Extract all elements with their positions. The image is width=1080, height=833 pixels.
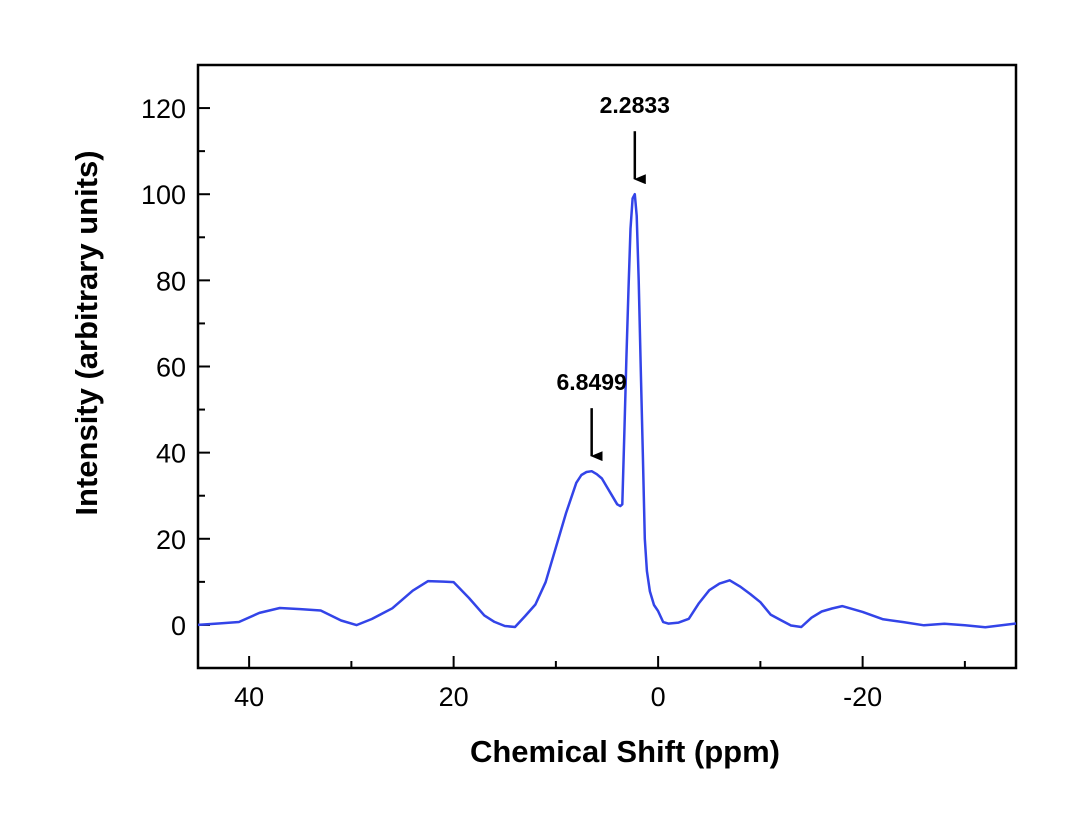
y-tick-label: 60	[156, 353, 186, 383]
x-axis-tick-labels: 40 20 0 -20	[234, 682, 882, 712]
y-tick-label: 100	[141, 180, 186, 210]
x-axis-title: Chemical Shift (ppm)	[470, 734, 780, 769]
y-tick-label: 80	[156, 266, 186, 296]
y-tick-label: 20	[156, 525, 186, 555]
annotation-label: 6.8499	[556, 369, 626, 395]
plot-frame	[196, 63, 1018, 670]
peak-annotations: 2.2833 6.8499	[556, 92, 670, 462]
y-axis-tick-labels: 0 20 40 60 80 100 120	[141, 94, 186, 641]
y-tick-label: 40	[156, 439, 186, 469]
x-tick-label: -20	[843, 682, 882, 712]
y-tick-label: 120	[141, 94, 186, 124]
y-axis-ticks	[198, 107, 210, 669]
y-tick-label: 0	[171, 611, 186, 641]
x-tick-label: 20	[439, 682, 469, 712]
spectrum-series-line	[197, 192, 1017, 629]
x-tick-label: 0	[651, 682, 666, 712]
y-axis-title: Intensity (arbitrary units)	[69, 150, 104, 515]
annotation-label: 2.2833	[600, 92, 670, 118]
x-tick-label: 40	[234, 682, 264, 712]
x-axis-ticks	[248, 656, 966, 668]
